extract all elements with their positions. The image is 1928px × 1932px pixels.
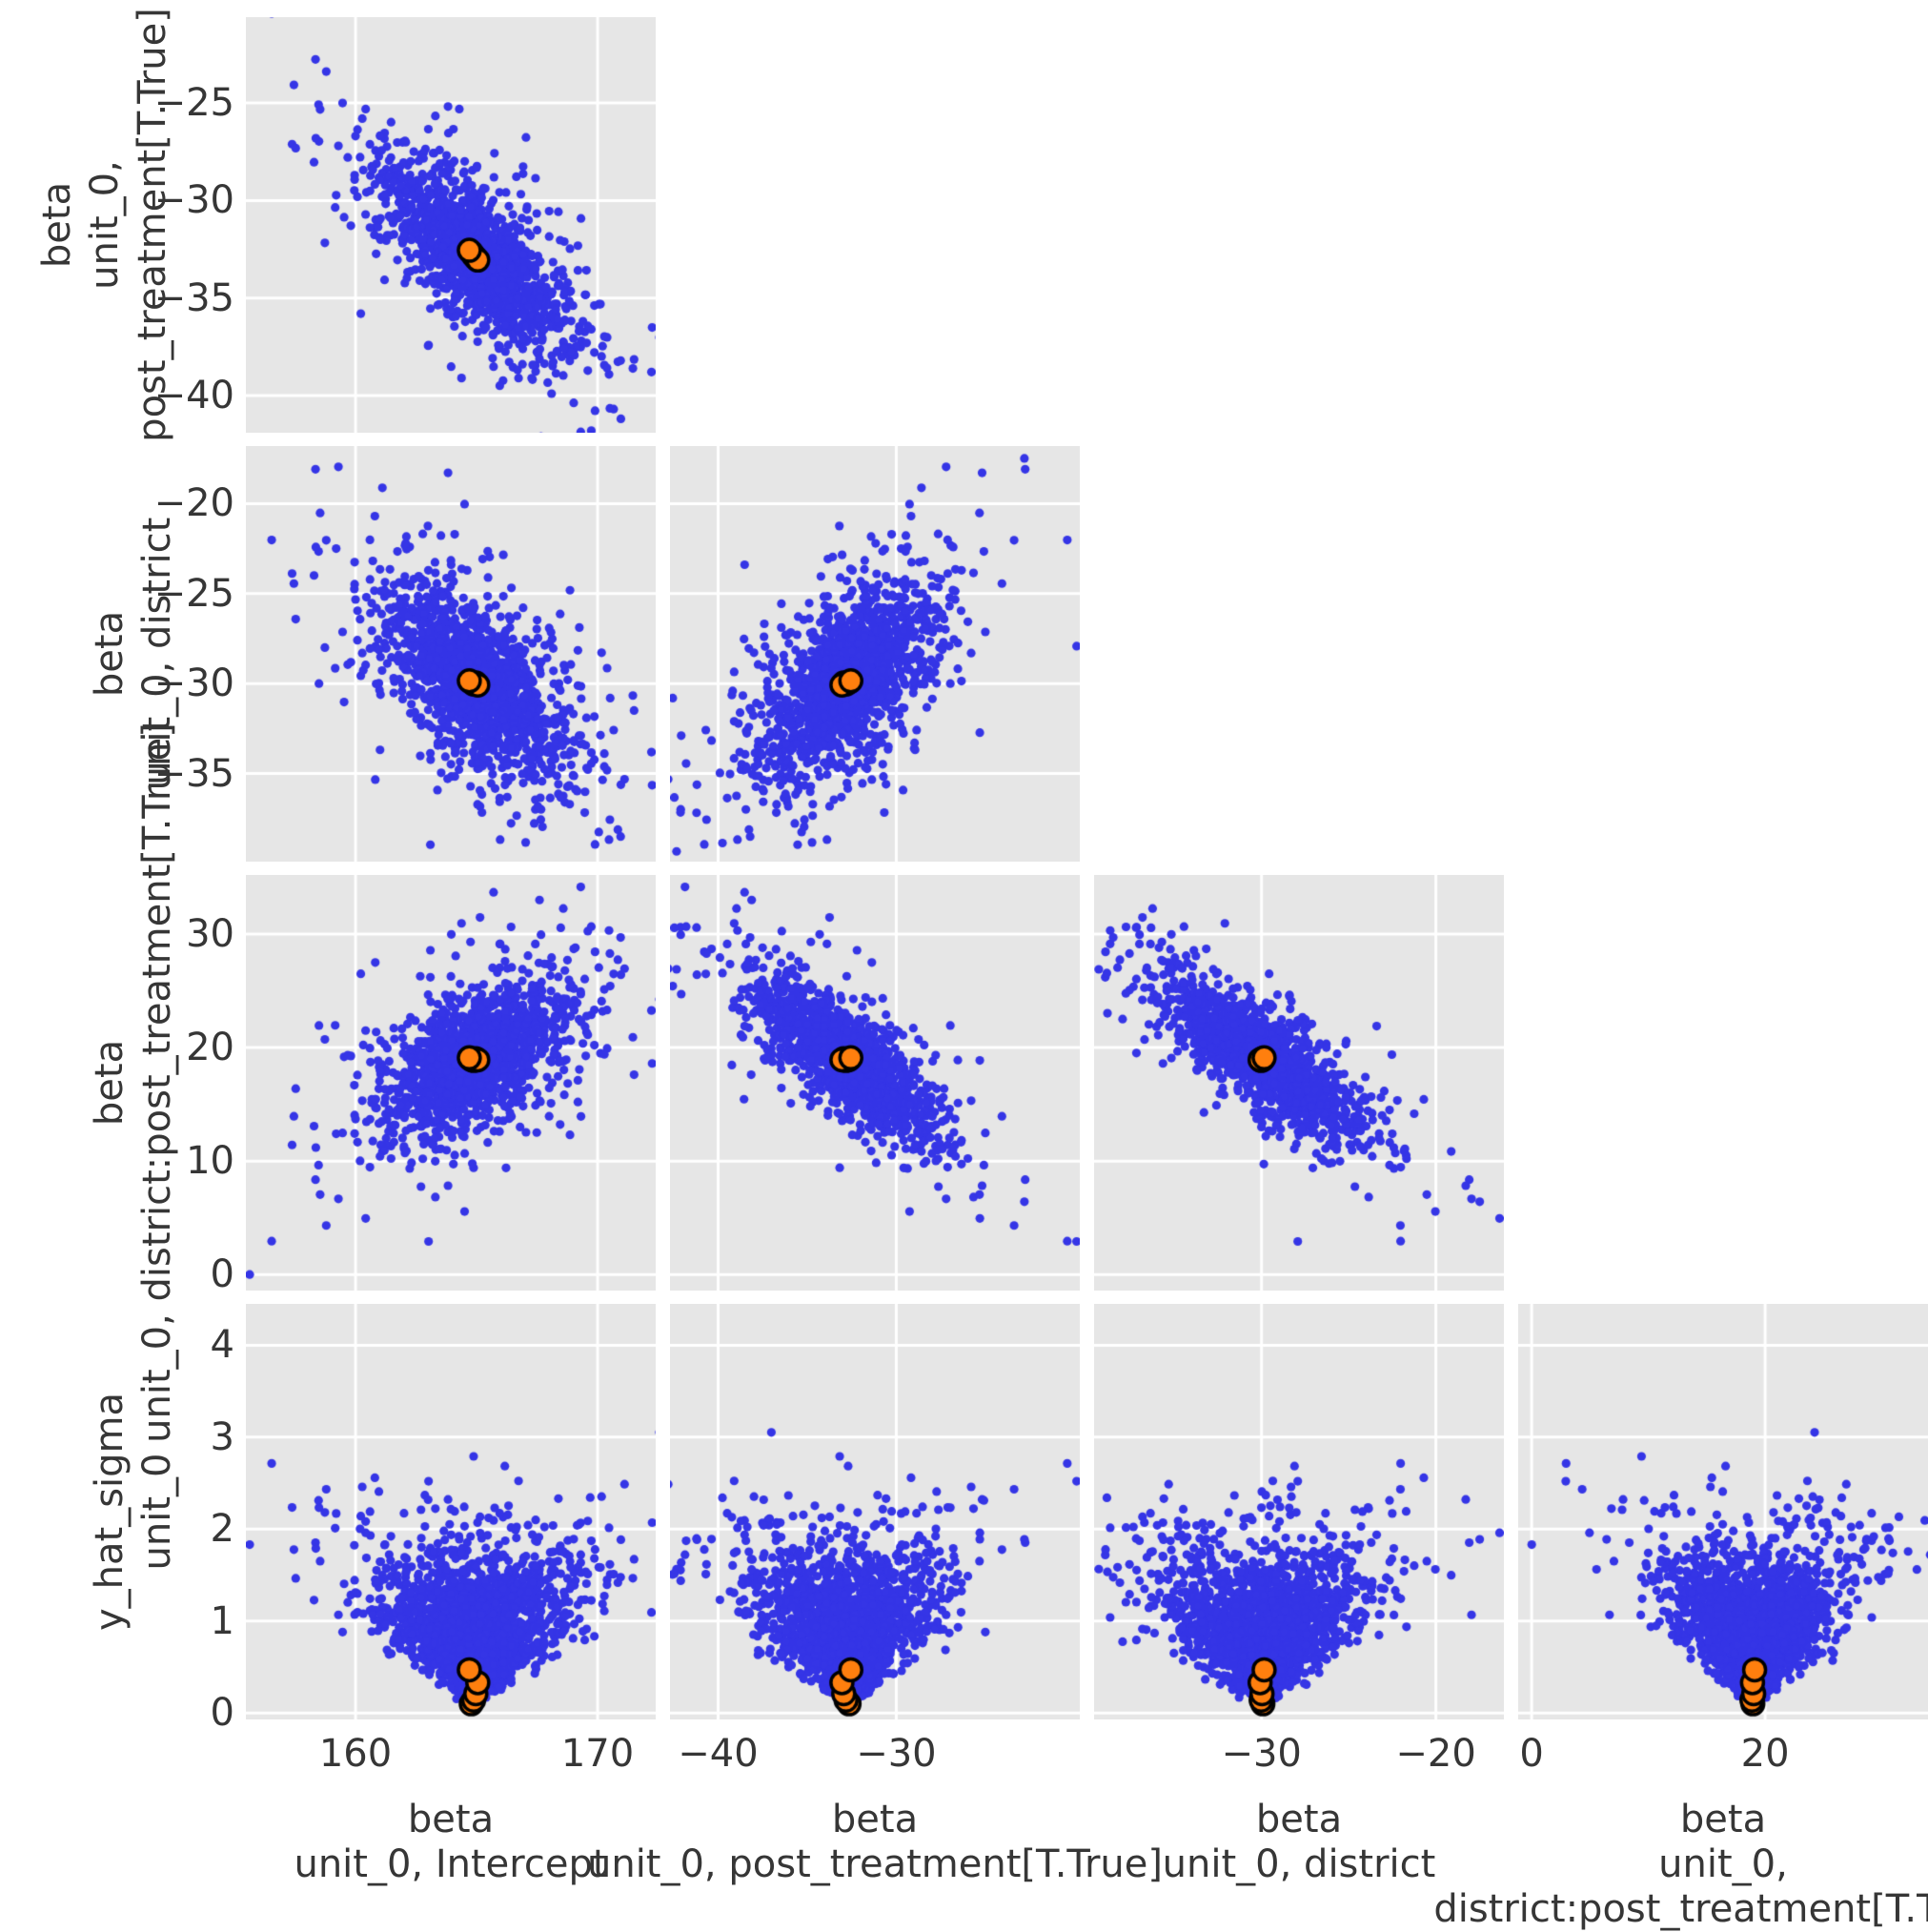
y-tick-label-row4: 0: [210, 1691, 234, 1736]
scatter-canvas-y_hat_sigma-vs-district: [1094, 1304, 1504, 1719]
y-tick-label-row3: 20: [186, 1026, 234, 1070]
pair-panel-district_post-vs-district: [1094, 875, 1504, 1291]
y-tick-label-row4: 3: [210, 1414, 234, 1459]
x-axis-label-district-post-treatment: beta unit_0, district:post_treatment[T.T…: [1433, 1798, 1928, 1931]
y-tick-label-row3: 10: [186, 1139, 234, 1184]
x-tick-label-col1: 160: [318, 1732, 393, 1776]
scatter-canvas-district_post-vs-post_treatment: [670, 875, 1080, 1291]
x-tick-label-col2: −30: [856, 1732, 937, 1776]
x-tick-label-col4: 20: [1740, 1732, 1790, 1776]
y-tick-label-row4: 4: [210, 1323, 234, 1368]
scatter-canvas-district_post-vs-intercept: [246, 875, 656, 1291]
y-tick-label-row2: −30: [153, 661, 234, 706]
scatter-canvas-district-vs-post_treatment: [670, 446, 1080, 862]
y-tick-label-row4: 2: [210, 1507, 234, 1552]
pair-panel-y_hat_sigma-vs-post_treatment: [670, 1304, 1080, 1719]
scatter-canvas-post_treatment-vs-intercept: [246, 17, 656, 433]
pair-panel-post_treatment-vs-intercept: [246, 17, 656, 433]
x-tick-label-col3: −30: [1221, 1732, 1302, 1776]
pair-panel-y_hat_sigma-vs-district_post: [1518, 1304, 1928, 1719]
pair-panel-district_post-vs-post_treatment: [670, 875, 1080, 1291]
x-axis-label-intercept: beta unit_0, Intercept: [294, 1798, 608, 1886]
scatter-canvas-y_hat_sigma-vs-intercept: [246, 1304, 656, 1719]
x-axis-label-district: beta unit_0, district: [1162, 1798, 1436, 1886]
y-tick-label-row2: −25: [153, 571, 234, 616]
y-tick-label-row1: −30: [153, 178, 234, 223]
y-tick-label-row3: 30: [186, 911, 234, 956]
pair-panel-district-vs-post_treatment: [670, 446, 1080, 862]
x-axis-label-post-treatment: beta unit_0, post_treatment[T.True]: [586, 1798, 1163, 1886]
y-tick-label-row3: 0: [210, 1252, 234, 1297]
scatter-canvas-district-vs-intercept: [246, 446, 656, 862]
x-tick-label-col2: −40: [678, 1732, 759, 1776]
y-tick-label-row1: −35: [153, 275, 234, 320]
pair-panel-y_hat_sigma-vs-intercept: [246, 1304, 656, 1719]
x-tick-label-col3: −20: [1395, 1732, 1476, 1776]
x-tick-label-col4: 0: [1519, 1732, 1544, 1776]
y-tick-label-row2: −20: [153, 481, 234, 526]
pair-panel-y_hat_sigma-vs-district: [1094, 1304, 1504, 1719]
scatter-canvas-district_post-vs-district: [1094, 875, 1504, 1291]
scatter-canvas-y_hat_sigma-vs-district_post: [1518, 1304, 1928, 1719]
pair-panel-district-vs-intercept: [246, 446, 656, 862]
y-tick-label-row1: −40: [153, 374, 234, 418]
x-tick-label-col1: 170: [560, 1732, 635, 1776]
y-tick-label-row4: 1: [210, 1598, 234, 1643]
scatter-canvas-y_hat_sigma-vs-post_treatment: [670, 1304, 1080, 1719]
pair-panel-district_post-vs-intercept: [246, 875, 656, 1291]
y-tick-label-row1: −25: [153, 81, 234, 126]
y-tick-label-row2: −35: [153, 751, 234, 796]
